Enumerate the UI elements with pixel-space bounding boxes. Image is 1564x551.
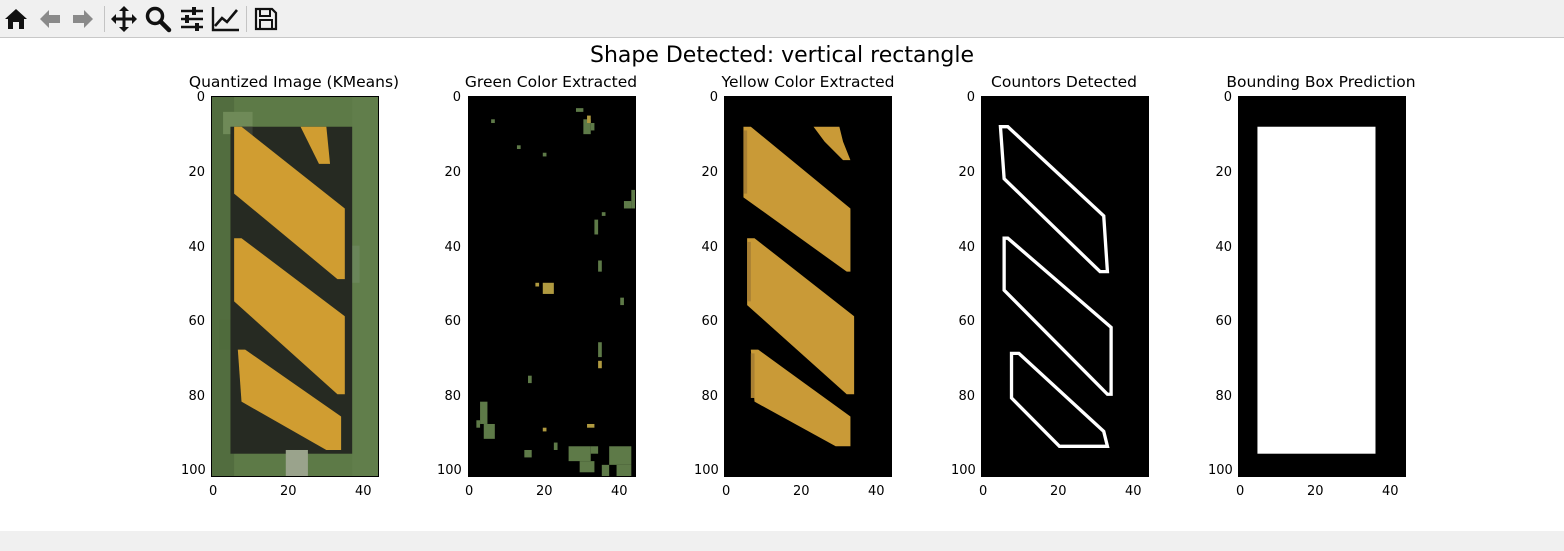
axes-green-extracted — [468, 96, 636, 477]
axes-quantized-image — [211, 96, 379, 477]
x-tick-label: 0 — [209, 484, 218, 499]
axes-bounding-box — [1238, 96, 1406, 477]
y-tick-label: 0 — [966, 90, 975, 105]
x-tick-label: 20 — [280, 484, 297, 499]
axes-title: Countors Detected — [991, 73, 1137, 91]
forward-arrow-icon — [73, 10, 93, 28]
y-tick-label: 40 — [444, 240, 461, 255]
y-tick-label: 0 — [452, 90, 461, 105]
y-tick-label: 80 — [1215, 389, 1232, 404]
axes-title: Yellow Color Extracted — [721, 73, 895, 91]
y-tick-label: 40 — [701, 240, 718, 255]
status-bar — [0, 531, 1564, 551]
figure-canvas: Shape Detected: vertical rectangle Quant… — [0, 38, 1564, 531]
x-tick-label: 20 — [793, 484, 810, 499]
y-tick-label: 60 — [958, 314, 975, 329]
y-tick-label: 20 — [958, 165, 975, 180]
y-tick-label: 40 — [188, 240, 205, 255]
axes-title: Bounding Box Prediction — [1226, 73, 1416, 91]
y-tick-label: 80 — [188, 389, 205, 404]
y-tick-label: 0 — [709, 90, 718, 105]
bounding-box-rect — [1257, 126, 1376, 454]
subplots-sliders-icon — [181, 7, 203, 31]
y-tick-label: 20 — [444, 165, 461, 180]
figure-suptitle: Shape Detected: vertical rectangle — [589, 43, 975, 68]
x-tick-label: 40 — [355, 484, 372, 499]
back-arrow-icon — [40, 10, 60, 28]
y-tick-label: 0 — [196, 90, 205, 105]
x-tick-label: 20 — [1050, 484, 1067, 499]
x-tick-label: 0 — [722, 484, 731, 499]
x-tick-label: 20 — [536, 484, 553, 499]
x-tick-label: 0 — [1236, 484, 1245, 499]
y-tick-label: 0 — [1223, 90, 1232, 105]
toolbar-separator — [104, 6, 105, 32]
y-tick-label: 100 — [694, 463, 719, 478]
back-button[interactable] — [35, 4, 65, 34]
x-tick-label: 0 — [465, 484, 474, 499]
zoom-magnifier-icon — [145, 6, 172, 33]
y-tick-label: 20 — [701, 165, 718, 180]
pan-move-icon — [111, 6, 137, 32]
bounding-box-image — [1239, 97, 1405, 476]
y-tick-label: 100 — [951, 463, 976, 478]
x-tick-label: 40 — [1382, 484, 1399, 499]
green-extracted-image — [469, 97, 635, 476]
y-tick-label: 60 — [188, 314, 205, 329]
configure-subplots-button[interactable] — [177, 4, 207, 34]
x-tick-label: 40 — [611, 484, 628, 499]
axes-contours-detected — [981, 96, 1149, 477]
y-tick-label: 100 — [1208, 463, 1233, 478]
y-tick-label: 60 — [1215, 314, 1232, 329]
y-tick-label: 100 — [181, 463, 206, 478]
yellow-extracted-image — [725, 97, 891, 476]
x-tick-label: 20 — [1307, 484, 1324, 499]
y-tick-label: 60 — [701, 314, 718, 329]
y-tick-label: 40 — [958, 240, 975, 255]
axes-yellow-extracted — [724, 96, 892, 477]
x-tick-label: 0 — [979, 484, 988, 499]
save-floppy-icon — [254, 7, 278, 31]
toolbar — [0, 0, 1564, 38]
contours-image — [982, 97, 1148, 476]
y-tick-label: 40 — [1215, 240, 1232, 255]
x-tick-label: 40 — [1125, 484, 1142, 499]
y-tick-label: 80 — [958, 389, 975, 404]
save-button[interactable] — [251, 4, 281, 34]
x-tick-label: 40 — [868, 484, 885, 499]
pan-button[interactable] — [109, 4, 139, 34]
axes-title: Quantized Image (KMeans) — [188, 73, 400, 91]
forward-button[interactable] — [68, 4, 98, 34]
y-tick-label: 60 — [444, 314, 461, 329]
quantized-image — [212, 97, 378, 476]
zoom-button[interactable] — [143, 4, 173, 34]
y-tick-label: 80 — [444, 389, 461, 404]
edit-axis-button[interactable] — [211, 4, 241, 34]
edit-axis-line-icon — [211, 7, 239, 32]
home-icon — [5, 9, 27, 29]
y-tick-label: 80 — [701, 389, 718, 404]
toolbar-separator — [246, 6, 247, 32]
y-tick-label: 20 — [1215, 165, 1232, 180]
y-tick-label: 20 — [188, 165, 205, 180]
home-button[interactable] — [1, 4, 31, 34]
y-tick-label: 100 — [437, 463, 462, 478]
axes-title: Green Color Extracted — [464, 73, 638, 91]
